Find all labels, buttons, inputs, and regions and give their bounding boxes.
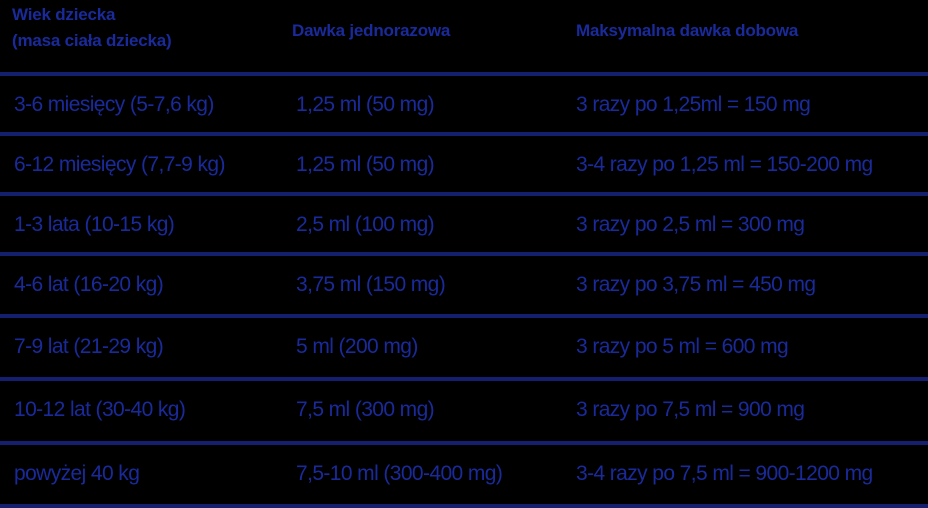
table-row: 3-6 miesięcy (5-7,6 kg) 1,25 ml (50 mg) … [0, 76, 928, 136]
row-divider [0, 441, 928, 445]
cell-max-daily-dose: 3 razy po 7,5 ml = 900 mg [576, 398, 805, 421]
header-divider [0, 72, 928, 76]
cell-max-daily-dose: 3 razy po 3,75 ml = 450 mg [576, 273, 816, 296]
cell-max-daily-dose: 3-4 razy po 7,5 ml = 900-1200 mg [576, 462, 873, 485]
table-header-row: Wiek dziecka (masa ciała dziecka) Dawka … [0, 0, 928, 70]
row-divider [0, 377, 928, 381]
cell-age: 3-6 miesięcy (5-7,6 kg) [14, 93, 214, 116]
table-row: 1-3 lata (10-15 kg) 2,5 ml (100 mg) 3 ra… [0, 196, 928, 256]
cell-single-dose: 3,75 ml (150 mg) [296, 273, 446, 296]
cell-max-daily-dose: 3-4 razy po 1,25 ml = 150-200 mg [576, 153, 873, 176]
cell-max-daily-dose: 3 razy po 1,25ml = 150 mg [576, 93, 811, 116]
cell-single-dose: 7,5 ml (300 mg) [296, 398, 435, 421]
table-row: powyżej 40 kg 7,5-10 ml (300-400 mg) 3-4… [0, 445, 928, 505]
cell-single-dose: 1,25 ml (50 mg) [296, 93, 435, 116]
cell-age: 1-3 lata (10-15 kg) [14, 213, 175, 236]
table-row: 4-6 lat (16-20 kg) 3,75 ml (150 mg) 3 ra… [0, 256, 928, 316]
header-child-age: Wiek dziecka (masa ciała dziecka) [12, 2, 172, 54]
cell-age: 6-12 miesięcy (7,7-9 kg) [14, 153, 225, 176]
row-divider [0, 314, 928, 318]
header-child-age-line1: Wiek dziecka [12, 5, 116, 24]
header-single-dose: Dawka jednorazowa [292, 21, 451, 40]
cell-single-dose: 5 ml (200 mg) [296, 335, 418, 358]
cell-max-daily-dose: 3 razy po 2,5 ml = 300 mg [576, 213, 805, 236]
table-row: 10-12 lat (30-40 kg) 7,5 ml (300 mg) 3 r… [0, 381, 928, 441]
cell-single-dose: 1,25 ml (50 mg) [296, 153, 435, 176]
cell-age: 7-9 lat (21-29 kg) [14, 335, 164, 358]
bottom-divider [0, 504, 928, 508]
cell-age: 4-6 lat (16-20 kg) [14, 273, 164, 296]
row-divider [0, 252, 928, 256]
table-row: 7-9 lat (21-29 kg) 5 ml (200 mg) 3 razy … [0, 318, 928, 378]
cell-age: 10-12 lat (30-40 kg) [14, 398, 186, 421]
cell-single-dose: 7,5-10 ml (300-400 mg) [296, 462, 503, 485]
cell-single-dose: 2,5 ml (100 mg) [296, 213, 435, 236]
header-max-daily-dose: Maksymalna dawka dobowa [576, 21, 799, 40]
cell-age: powyżej 40 kg [14, 462, 140, 485]
table-row: 6-12 miesięcy (7,7-9 kg) 1,25 ml (50 mg)… [0, 136, 928, 196]
row-divider [0, 192, 928, 196]
cell-max-daily-dose: 3 razy po 5 ml = 600 mg [576, 335, 789, 358]
row-divider [0, 132, 928, 136]
header-child-age-line2: (masa ciała dziecka) [12, 31, 172, 50]
